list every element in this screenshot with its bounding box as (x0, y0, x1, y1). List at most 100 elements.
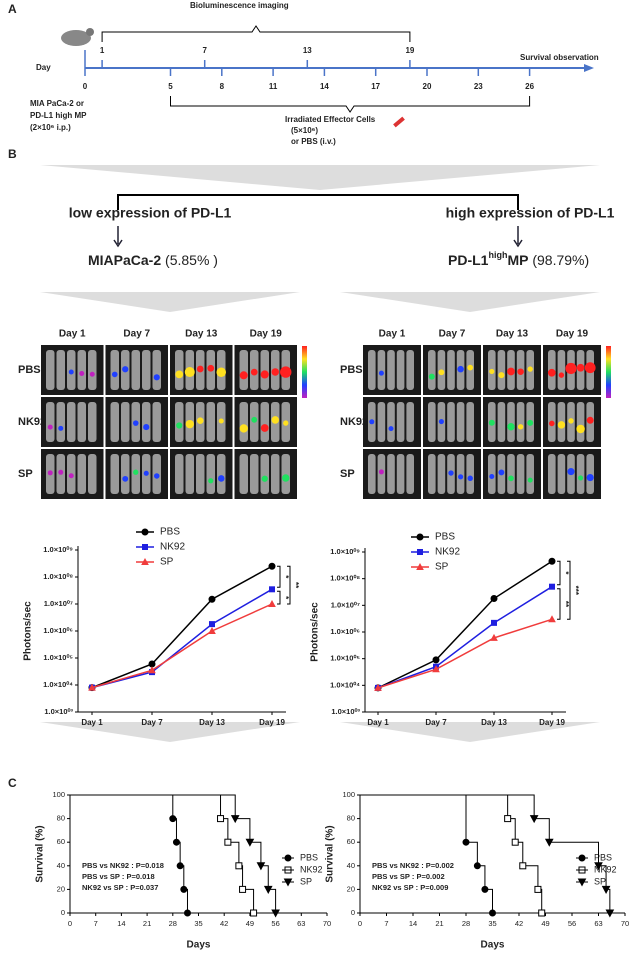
mouse (507, 402, 515, 442)
funnel (340, 292, 600, 312)
marker (269, 586, 275, 593)
y-tick-label: 0 (351, 908, 355, 917)
legend-label: PBS (594, 852, 612, 862)
y-tick-label: 1.0×10⁰⁴ (43, 680, 73, 689)
syringe-icon (393, 116, 405, 128)
signal (584, 362, 596, 374)
x-tick-label: 28 (462, 919, 470, 928)
mouse (557, 350, 566, 390)
signal (47, 470, 53, 476)
signal (388, 426, 394, 432)
signal (488, 419, 495, 426)
signal (153, 374, 160, 381)
signal (185, 419, 194, 429)
mouse-icon (61, 30, 91, 46)
x-tick-label: 56 (271, 919, 279, 928)
y-tick-label: 1.0×10⁰³ (331, 707, 360, 716)
tumor-text: MIA PaCa-2 or (30, 99, 84, 108)
x-tick-label: 35 (488, 919, 496, 928)
colorbar (606, 346, 611, 398)
x-tick-label: 0 (68, 919, 72, 928)
marker (594, 862, 603, 871)
signal (58, 469, 64, 475)
signal (586, 474, 594, 482)
signal (122, 475, 129, 482)
y-tick-label: 1.0×10⁰⁷ (44, 599, 73, 608)
day-tick-label: 1 (100, 46, 105, 55)
x-axis-label: Days (481, 940, 505, 951)
mouse (368, 350, 376, 390)
marker (473, 862, 481, 870)
signal (58, 425, 64, 431)
signal (280, 366, 292, 378)
signal (457, 365, 464, 373)
signal (517, 424, 524, 430)
day-tick-label: 5 (168, 82, 173, 91)
signal (378, 469, 384, 475)
day-header: Day 13 (185, 329, 218, 340)
survival-step (70, 794, 188, 913)
mouse (557, 454, 566, 494)
signal (271, 416, 280, 424)
y-tick-label: 1.0×10⁰⁶ (43, 626, 73, 635)
signal (196, 417, 204, 424)
signal (498, 469, 505, 476)
y-tick-label: 60 (347, 837, 355, 846)
stat-text: PBS vs NK92 : P=0.002 (372, 861, 454, 870)
signal (239, 371, 248, 380)
tumor-text: (2×10⁶ i.p.) (30, 123, 71, 132)
low-heading: low expression of PD-L1 (69, 205, 232, 221)
mouse (131, 350, 140, 390)
marker (271, 909, 280, 918)
y-tick-label: 1.0×10⁰⁹ (43, 545, 73, 554)
x-tick-label: Day 7 (425, 718, 447, 727)
y-tick-label: 1.0×10⁰⁴ (330, 680, 360, 689)
signal (438, 419, 444, 425)
marker (544, 838, 554, 847)
marker (208, 626, 216, 634)
y-tick-label: 1.0×10⁰³ (44, 707, 73, 716)
sig-label: * (561, 571, 570, 575)
marker (268, 599, 276, 607)
group-label: NK92 (340, 416, 368, 428)
x-tick-label: 7 (384, 919, 388, 928)
sig-label: * (281, 596, 290, 600)
marker (176, 862, 184, 870)
mouse (387, 454, 395, 494)
legend-label: NK92 (300, 864, 323, 874)
sig-bracket (557, 588, 561, 620)
signal (458, 474, 464, 480)
day-tick-label: 0 (83, 82, 88, 91)
mouse (239, 454, 248, 494)
funnel (340, 722, 600, 742)
survival-step (70, 794, 255, 913)
mouse (56, 350, 65, 390)
y-tick-label: 40 (347, 861, 355, 870)
x-tick-label: Day 19 (539, 718, 565, 727)
legend-marker (416, 533, 424, 541)
marker (183, 909, 191, 917)
effector-text: (5×10⁶) (291, 126, 318, 135)
signal (565, 362, 577, 375)
survival-step (360, 794, 611, 913)
day-tick-label: 17 (371, 82, 380, 91)
marker (148, 666, 156, 674)
mouse (175, 350, 184, 390)
legend-label: NK92 (435, 547, 460, 558)
mouse (281, 454, 290, 494)
signal (507, 423, 515, 431)
mouse (377, 350, 386, 390)
day-header: Day 1 (379, 329, 406, 340)
mouse (428, 402, 436, 442)
legend-marker (417, 549, 423, 555)
mouse (77, 350, 86, 390)
x-tick-label: Day 13 (481, 718, 507, 727)
x-tick-label: 21 (143, 919, 151, 928)
mouse (121, 402, 130, 442)
series-line (91, 565, 273, 689)
mouse (466, 454, 474, 494)
signal (378, 370, 384, 376)
day-header: Day 19 (556, 329, 589, 340)
mouse (175, 454, 184, 494)
signal (467, 475, 473, 481)
